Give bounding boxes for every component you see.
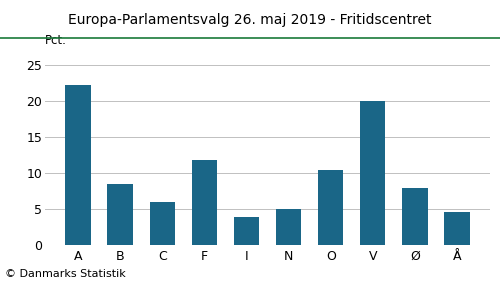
Bar (192, 160, 217, 245)
Bar (318, 170, 344, 245)
Bar (65, 85, 90, 245)
Bar (444, 212, 470, 245)
Text: © Danmarks Statistik: © Danmarks Statistik (5, 269, 126, 279)
Bar (276, 209, 301, 245)
Bar (402, 188, 427, 245)
Bar (150, 202, 175, 245)
Bar (360, 101, 386, 245)
Text: Europa-Parlamentsvalg 26. maj 2019 - Fritidscentret: Europa-Parlamentsvalg 26. maj 2019 - Fri… (68, 13, 432, 27)
Text: Pct.: Pct. (45, 34, 67, 47)
Bar (234, 217, 259, 245)
Bar (108, 184, 132, 245)
